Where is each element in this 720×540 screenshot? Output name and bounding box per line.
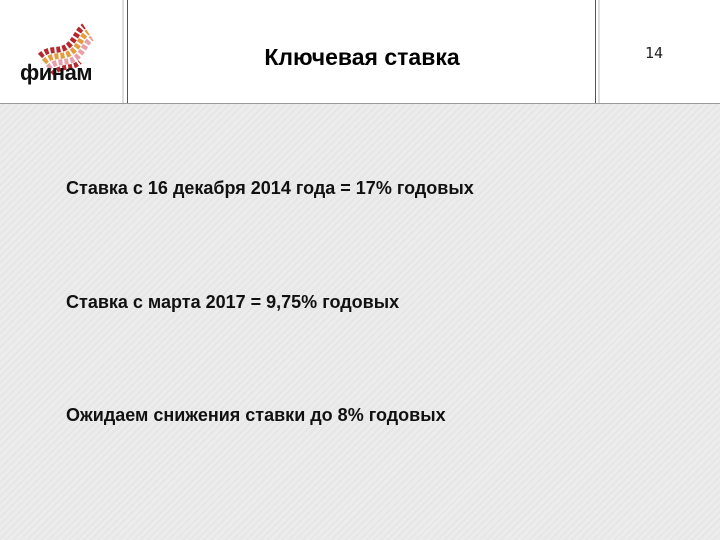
logo-text: финам — [20, 60, 93, 85]
divider — [595, 0, 596, 103]
bullet-line: Ставка с марта 2017 = 9,75% годовых — [66, 292, 400, 312]
finam-logo-icon — [37, 23, 94, 76]
divider — [122, 0, 124, 103]
page-number: 14 — [645, 44, 664, 62]
slide-title: Ключевая ставка — [264, 44, 460, 70]
divider — [598, 0, 600, 103]
bullet-line: Ставка с 16 декабря 2014 года = 17% годо… — [66, 178, 474, 198]
divider — [127, 0, 128, 103]
bullet-line: Ожидаем снижения ставки до 8% годовых — [66, 405, 446, 425]
slide-header: финам Ключевая ставка 14 — [0, 0, 720, 104]
